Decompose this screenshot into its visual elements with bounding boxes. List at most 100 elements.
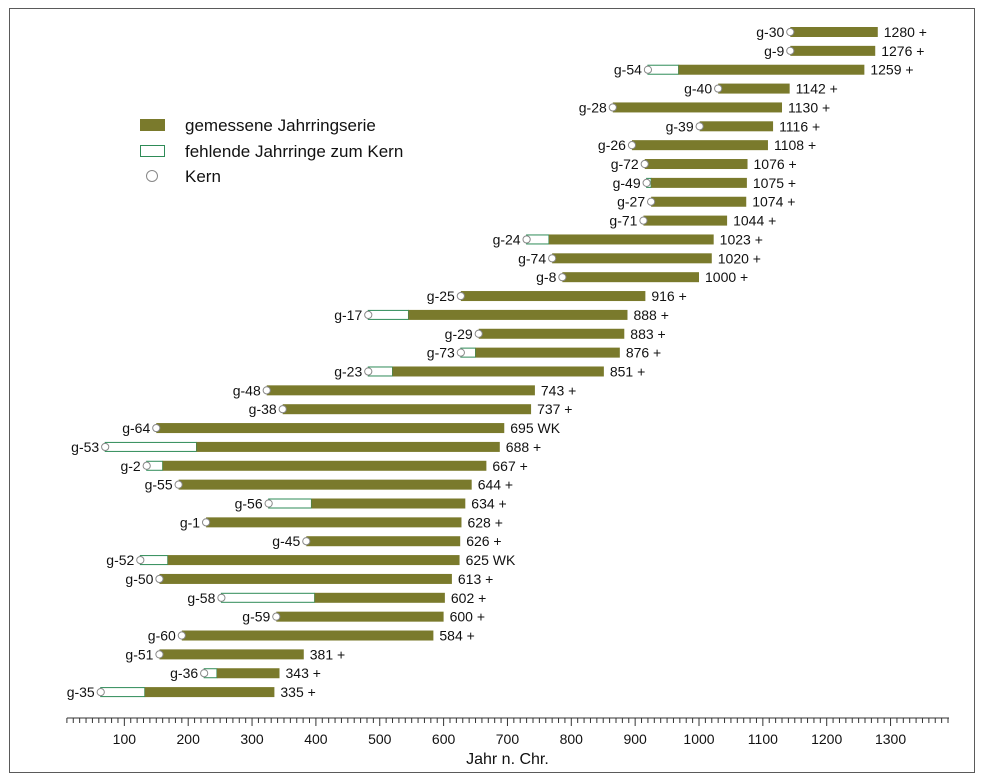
series-end-label: 634 + (471, 496, 506, 512)
series-row-g-23: g-23 851 + (334, 363, 645, 379)
measured-series-bar (156, 423, 505, 434)
series-end-label: 584 + (439, 628, 474, 644)
pith-marker (272, 612, 281, 621)
measured-series-bar (562, 272, 699, 283)
missing-rings-bar (220, 592, 316, 603)
series-id-label: g-74 (518, 250, 546, 266)
measured-series-bar (311, 498, 466, 509)
series-end-label: 1280 + (884, 24, 927, 40)
legend-item-pith: Kern (146, 167, 221, 186)
series-end-label: 628 + (467, 514, 502, 530)
series-row-g-2: g-2 667 + (120, 458, 527, 474)
series-row-g-71: g-71 1044 + (609, 213, 776, 229)
pith-marker (647, 197, 656, 206)
series-id-label: g-36 (170, 665, 198, 681)
measured-series-bar (612, 102, 783, 113)
x-tick-label: 1200 (811, 731, 842, 747)
missing-rings-bar (100, 687, 146, 698)
x-axis: 100 200 300 400 500 600 700 800 900 1000 1100 1200 1… (66, 717, 950, 768)
legend-measured-swatch (140, 119, 165, 131)
series-end-label: 883 + (630, 326, 665, 342)
series-row-g-73: g-73 876 + (427, 345, 661, 361)
series-end-label: 613 + (458, 571, 493, 587)
series-id-label: g-17 (334, 307, 362, 323)
measured-series-bar (392, 366, 604, 377)
series-id-label: g-49 (613, 175, 641, 191)
missing-rings-bar (139, 555, 169, 566)
pith-marker (608, 103, 617, 112)
legend: gemessene Jahrringserie fehlende Jahrring… (140, 116, 403, 186)
measured-series-bar (718, 83, 790, 94)
pith-marker (155, 574, 164, 584)
series-row-g-25: g-25 916 + (427, 288, 687, 304)
series-id-label: g-50 (125, 571, 153, 587)
pith-marker (201, 518, 211, 527)
series-row-g-8: g-8 1000 + (536, 269, 748, 285)
series-row-g-29: g-29 883 + (445, 326, 666, 342)
series-row-g-17: g-17 888 + (334, 307, 669, 323)
measured-series-bar (144, 687, 275, 698)
series-end-label: 1000 + (705, 269, 748, 285)
series-end-label: 1276 + (881, 43, 924, 59)
measured-series-bar (644, 159, 748, 170)
series-id-label: g-28 (579, 99, 607, 115)
pith-marker (558, 273, 567, 282)
series-row-g-54: g-54 1259 + (614, 62, 914, 78)
series-id-label: g-39 (666, 118, 694, 134)
pith-marker (642, 178, 651, 187)
series-id-label: g-60 (148, 628, 176, 644)
series-id-label: g-64 (122, 420, 150, 436)
series-end-label: 1142 + (796, 81, 838, 97)
measured-series-bar (276, 611, 444, 622)
measured-series-bar (159, 573, 452, 584)
measured-series-bar (548, 234, 714, 245)
series-id-label: g-51 (125, 646, 153, 662)
series-row-g-36: g-36 343 + (170, 665, 321, 681)
series-end-label: 600 + (450, 609, 485, 625)
series-row-g-51: g-51 381 + (125, 646, 345, 662)
measured-series-bar (206, 517, 462, 528)
series-end-label: 695 WK (510, 420, 560, 436)
pith-marker (177, 631, 186, 640)
pith-marker (200, 669, 209, 678)
x-tick-label: 900 (623, 731, 647, 747)
measured-series-bar (266, 385, 535, 396)
x-axis-title: Jahr n. Chr. (466, 751, 549, 768)
pith-marker (142, 461, 151, 470)
series-row-g-39: g-39 1116 + (666, 118, 821, 134)
series-end-label: 1130 + (788, 99, 830, 115)
pith-marker (643, 65, 653, 74)
series-end-label: 626 + (466, 533, 501, 549)
pith-marker (456, 291, 465, 301)
series-row-g-38: g-38 737 + (249, 401, 573, 417)
measured-series-bar (216, 668, 280, 679)
series-row-g-24: g-24 1023 + (493, 231, 763, 247)
series-end-label: 343 + (286, 665, 321, 681)
series-end-label: 737 + (537, 401, 572, 417)
pith-marker (456, 348, 465, 357)
measured-series-bar (181, 630, 434, 641)
series-id-label: g-71 (609, 213, 637, 229)
pith-marker (640, 159, 649, 169)
series-id-label: g-26 (598, 137, 626, 153)
series-row-g-35: g-35 335 + (67, 684, 316, 700)
measured-series-bar (460, 291, 646, 302)
measured-series-bar (196, 441, 500, 452)
series-id-label: g-23 (334, 363, 362, 379)
legend-item-missing: fehlende Jahrringe zum Kern (140, 142, 403, 161)
series-end-label: 625 WK (466, 552, 516, 568)
pith-marker (278, 405, 287, 414)
pith-marker (302, 537, 311, 546)
measured-series-bar (790, 45, 876, 56)
series-row-g-59: g-59 600 + (242, 609, 485, 625)
series-id-label: g-73 (427, 345, 455, 361)
series-row-g-9: g-9 1276 + (764, 43, 924, 59)
measured-series-bar (167, 555, 460, 566)
missing-rings-bar (647, 64, 680, 75)
series-id-label: g-25 (427, 288, 455, 304)
series-row-g-48: g-48 743 + (233, 382, 577, 398)
series-row-g-60: g-60 584 + (148, 628, 475, 644)
measured-series-bar (478, 328, 625, 339)
series-row-g-40: g-40 1142 + (684, 81, 838, 97)
series-end-label: 851 + (610, 363, 645, 379)
